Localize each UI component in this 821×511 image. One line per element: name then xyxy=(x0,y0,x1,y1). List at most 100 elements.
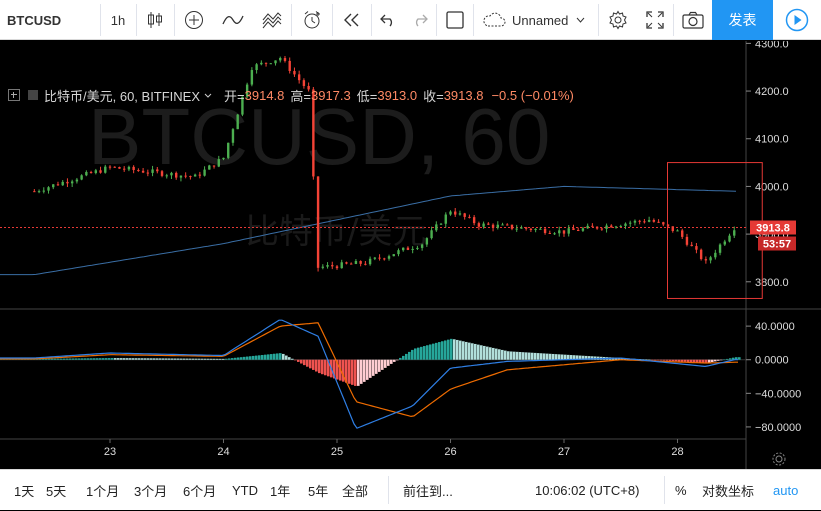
time-tick-label: 25 xyxy=(331,446,343,458)
templates-icon xyxy=(262,11,282,29)
histogram-bar xyxy=(402,355,405,360)
percent-scale-toggle[interactable]: % xyxy=(675,470,687,511)
histogram-bar xyxy=(366,359,369,380)
macd-histogram xyxy=(0,338,741,386)
histogram-bar xyxy=(207,358,210,360)
log-scale-toggle[interactable]: 对数坐标 xyxy=(702,470,754,511)
candle-body xyxy=(383,258,386,260)
range-button-9[interactable]: 全部 xyxy=(342,484,369,499)
last-price-value: 3913.8 xyxy=(756,223,790,235)
range-button-8[interactable]: 5年 xyxy=(308,484,329,499)
histogram-bar xyxy=(450,338,453,360)
indicators-button[interactable] xyxy=(175,0,213,40)
candle-body xyxy=(567,228,570,234)
histogram-bar xyxy=(510,351,513,360)
histogram-bar xyxy=(120,358,123,360)
undo-button[interactable] xyxy=(372,0,404,40)
redo-icon xyxy=(412,13,428,27)
histogram-bar xyxy=(141,358,144,360)
histogram-bar xyxy=(66,358,69,360)
chevron-down-icon xyxy=(576,17,585,23)
price-tick-label: 4300.0 xyxy=(755,41,789,50)
replay-button[interactable] xyxy=(333,0,371,40)
price-axis[interactable] xyxy=(0,41,821,469)
goto-date-label: 前往到... xyxy=(403,484,453,499)
redo-button[interactable] xyxy=(404,0,436,40)
camera-icon xyxy=(682,11,704,29)
candle-body xyxy=(288,60,291,71)
range-button-4[interactable]: 3个月 xyxy=(134,484,168,499)
range-button-7[interactable]: 1年 xyxy=(270,484,291,499)
histogram-bar xyxy=(255,355,258,360)
histogram-bar xyxy=(288,357,291,360)
histogram-bar xyxy=(48,358,51,360)
axis-settings-gear-icon[interactable] xyxy=(772,452,786,466)
legend-title[interactable]: 比特币/美元, 60, BITFINEX xyxy=(44,88,201,104)
histogram-bar xyxy=(297,359,300,362)
histogram-bar xyxy=(684,359,687,362)
price-tick-label: 4200.0 xyxy=(755,86,789,98)
histogram-bar xyxy=(495,348,498,360)
histogram-bar xyxy=(717,359,720,361)
chart-canvas[interactable]: BTCUSD, 60 比特币/美元 4300.0 4200.0 4100.0 4000… xyxy=(0,38,821,469)
settings-button[interactable] xyxy=(599,0,637,40)
histogram-bar xyxy=(384,359,387,368)
range-button-3[interactable]: 1个月 xyxy=(86,484,120,499)
range-button-2[interactable]: 5天 xyxy=(46,484,67,499)
range-button-1[interactable]: 1天 xyxy=(14,484,35,499)
candle-body xyxy=(392,254,395,257)
candle-body xyxy=(52,184,55,188)
range-button-6[interactable]: YTD xyxy=(232,483,258,498)
auto-scale-toggle[interactable]: auto xyxy=(773,470,798,511)
histogram-bar xyxy=(144,358,147,360)
histogram-bar xyxy=(585,355,588,360)
candle-body xyxy=(373,257,377,259)
candle-body xyxy=(510,224,514,229)
histogram-bar xyxy=(87,358,90,360)
candle-body xyxy=(354,261,358,264)
candle-body xyxy=(501,224,504,226)
histogram-bar xyxy=(351,359,354,385)
layout-square-icon xyxy=(446,11,464,29)
save-layout-button[interactable]: Unnamed xyxy=(474,0,598,40)
histogram-bar xyxy=(675,359,678,362)
symbol-search-button[interactable]: BTCUSD xyxy=(0,0,100,40)
compare-button[interactable] xyxy=(213,0,253,40)
chart-style-button[interactable] xyxy=(137,0,173,40)
layout-button[interactable] xyxy=(437,0,473,40)
replay-play-button[interactable] xyxy=(773,0,821,40)
histogram-bar xyxy=(468,342,471,360)
fullscreen-button[interactable] xyxy=(637,0,673,40)
templates-button[interactable] xyxy=(253,0,291,40)
snapshot-button[interactable] xyxy=(674,0,712,40)
chevron-down-icon[interactable] xyxy=(204,93,212,98)
histogram-bar xyxy=(165,358,168,360)
candle-body xyxy=(307,85,310,90)
histogram-bar xyxy=(564,354,567,360)
interval-button[interactable]: 1h xyxy=(100,0,136,40)
histogram-bar xyxy=(483,345,486,360)
candle-body xyxy=(170,172,173,176)
time-axis-labels: 23 24 25 26 27 28 xyxy=(104,439,684,458)
chart-area[interactable]: BTCUSD, 60 比特币/美元 4300.0 4200.0 4100.0 4000… xyxy=(0,38,821,469)
range-button-5[interactable]: 6个月 xyxy=(183,484,217,499)
histogram-bar xyxy=(153,358,156,360)
candle-body xyxy=(331,265,334,267)
histogram-bar xyxy=(687,359,690,362)
histogram-bar xyxy=(99,358,102,360)
goto-date-button[interactable]: 前往到... xyxy=(403,470,453,511)
histogram-bar xyxy=(645,359,648,361)
candle-body xyxy=(198,174,202,176)
timezone-clock[interactable]: 10:06:02 (UTC+8) xyxy=(535,470,639,511)
publish-button[interactable]: 发表 xyxy=(712,0,773,40)
chart-legend: 比特币/美元, 60, BITFINEX 开= 3914.8 高= 3917.3 低… xyxy=(8,85,574,105)
histogram-bar xyxy=(117,358,120,360)
alert-button[interactable] xyxy=(292,0,332,40)
candle-body xyxy=(56,184,60,186)
histogram-bar xyxy=(453,339,456,360)
histogram-bar xyxy=(552,353,555,360)
candle-body xyxy=(312,89,315,177)
histogram-bar xyxy=(654,359,657,361)
expand-plus-icon[interactable] xyxy=(8,89,20,101)
histogram-bar xyxy=(486,346,489,360)
